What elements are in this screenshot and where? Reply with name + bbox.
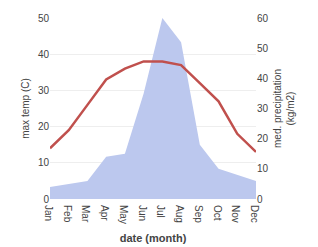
svg-text:Sep: Sep xyxy=(193,205,204,223)
svg-text:20: 20 xyxy=(257,133,269,144)
svg-text:Feb: Feb xyxy=(62,205,73,223)
svg-text:Jan: Jan xyxy=(43,205,54,221)
svg-text:0: 0 xyxy=(257,194,263,205)
svg-text:Mar: Mar xyxy=(80,205,91,223)
svg-text:Jun: Jun xyxy=(137,205,148,221)
svg-text:0: 0 xyxy=(43,194,49,205)
svg-text:30: 30 xyxy=(257,103,269,114)
svg-text:50: 50 xyxy=(257,43,269,54)
svg-text:med. precipitation(kg/m2): med. precipitation(kg/m2) xyxy=(272,69,296,148)
svg-text:60: 60 xyxy=(257,13,269,24)
svg-text:30: 30 xyxy=(38,85,50,96)
svg-text:Jul: Jul xyxy=(155,205,166,218)
svg-text:40: 40 xyxy=(257,73,269,84)
svg-text:50: 50 xyxy=(38,13,50,24)
svg-text:10: 10 xyxy=(257,163,269,174)
svg-text:date (month): date (month) xyxy=(120,232,187,244)
svg-text:May: May xyxy=(118,205,129,224)
svg-text:10: 10 xyxy=(38,157,50,168)
svg-text:Apr: Apr xyxy=(99,205,110,221)
svg-text:Nov: Nov xyxy=(230,205,241,223)
svg-text:Aug: Aug xyxy=(174,205,185,223)
svg-text:Oct: Oct xyxy=(212,205,223,221)
svg-text:max temp (C): max temp (C) xyxy=(20,78,31,139)
svg-text:40: 40 xyxy=(38,49,50,60)
svg-text:20: 20 xyxy=(38,121,50,132)
svg-text:Dec: Dec xyxy=(249,205,260,223)
